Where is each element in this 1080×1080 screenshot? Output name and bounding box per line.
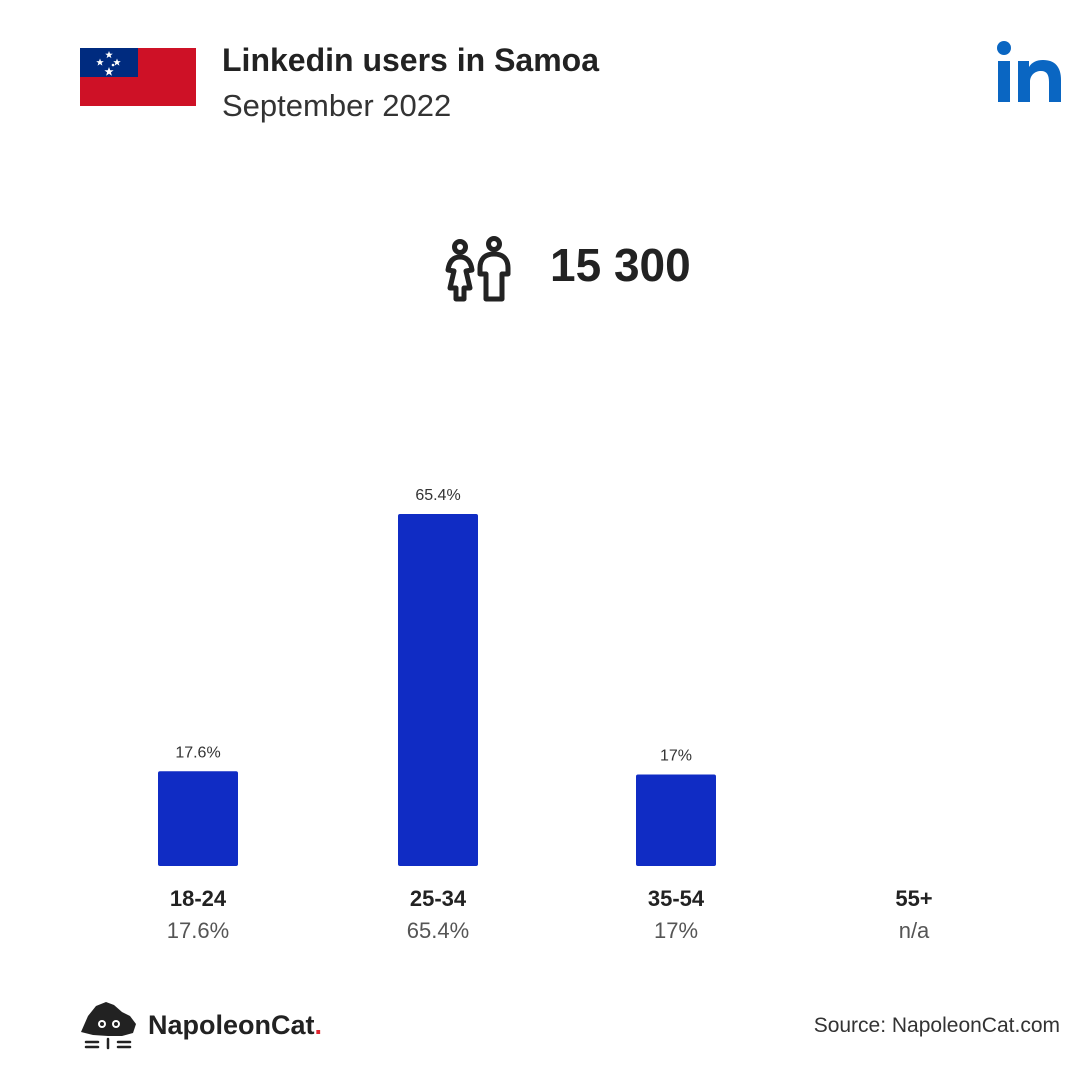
chart-subtitle: September 2022 (222, 88, 452, 123)
users-icon (445, 236, 511, 302)
category-label-25-34: 25-34 (410, 886, 467, 911)
total-users-value: 15 300 (550, 239, 691, 291)
chart-title: Linkedin users in Samoa (222, 42, 599, 78)
bar-value-label-25-34: 65.4% (415, 487, 460, 504)
category-label-18-24: 18-24 (170, 886, 227, 911)
brand-name-text: NapoleonCat (148, 1010, 315, 1040)
source-label: Source: NapoleonCat.com (813, 1014, 1060, 1037)
bar-value-label-18-24: 17.6% (175, 744, 220, 761)
brand-name: NapoleonCat. (148, 1010, 322, 1041)
samoa-flag-icon (80, 48, 196, 106)
bar-35-54 (636, 774, 716, 866)
napoleoncat-logo-icon (81, 1002, 136, 1050)
bar-25-34 (398, 514, 478, 866)
category-value-18-24: 17.6% (167, 918, 229, 943)
category-value-55+: n/a (899, 918, 930, 943)
category-value-35-54: 17% (654, 918, 698, 943)
brand-name-dot: . (314, 1010, 323, 1040)
linkedin-logo-icon (997, 41, 1061, 102)
bar-18-24 (158, 771, 238, 866)
category-label-55+: 55+ (895, 886, 932, 911)
category-label-35-54: 35-54 (648, 886, 705, 911)
bar-value-label-35-54: 17% (660, 748, 692, 765)
category-value-25-34: 65.4% (407, 918, 469, 943)
